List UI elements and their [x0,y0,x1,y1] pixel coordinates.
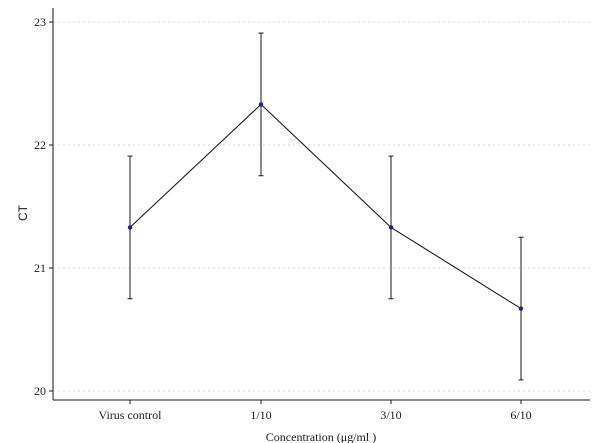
data-point [127,225,133,230]
grid-layer [53,21,590,392]
x-axis-ticks: Virus control 1/10 3/10 6/10 [99,400,532,422]
x-axis-title: Concentration (μg/ml ) [266,430,376,443]
y-axis-ticks: 20 21 22 23 [34,15,53,398]
y-tick-label: 22 [34,138,46,152]
data-point [388,225,394,230]
y-tick-label: 23 [34,15,46,29]
y-tick-label: 21 [34,261,46,275]
x-tick-label: Virus control [99,408,163,422]
y-tick-label: 20 [34,384,46,398]
x-tick-label: 6/10 [510,408,531,422]
x-tick-label: 3/10 [380,408,401,422]
data-point [518,306,524,311]
y-axis-title: CT [16,204,30,221]
data-point [258,102,264,107]
x-tick-label: 1/10 [250,408,271,422]
series-line [129,103,522,310]
data-points [127,102,524,311]
error-bars [127,32,524,381]
